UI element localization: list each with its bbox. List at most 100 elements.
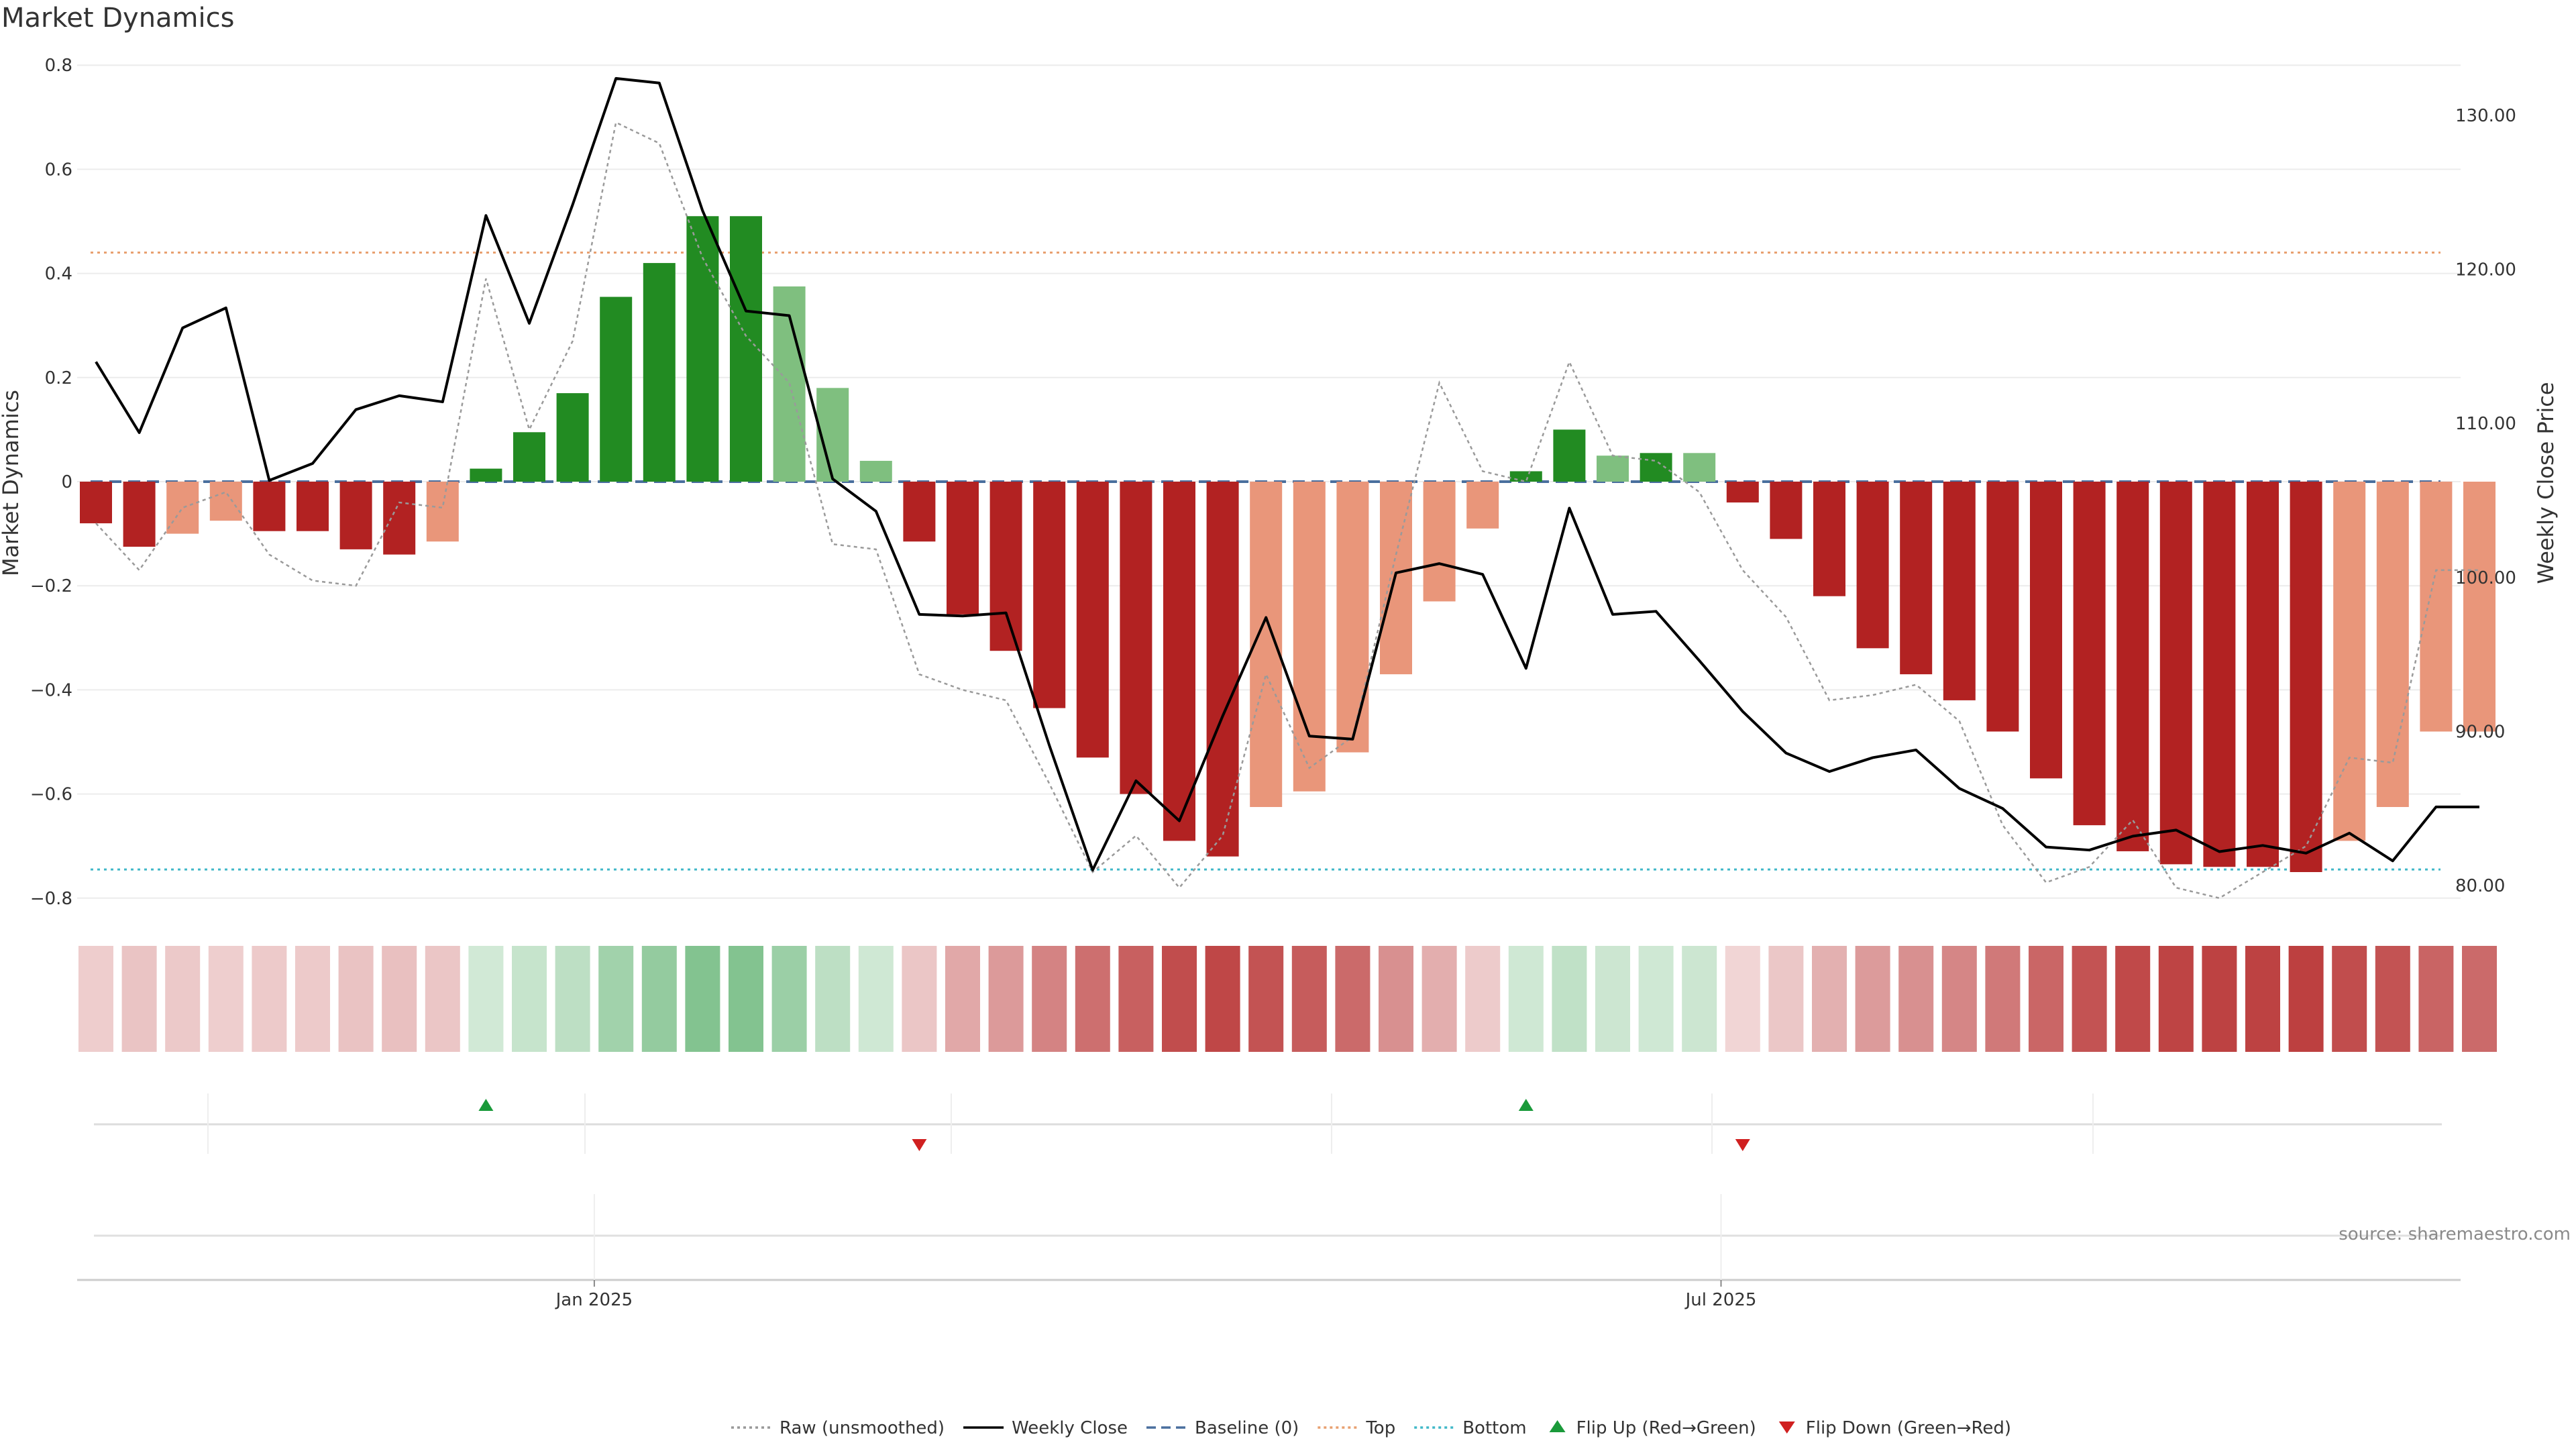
heat-cell bbox=[1941, 946, 1977, 1052]
bar bbox=[643, 263, 676, 482]
heat-cell bbox=[2462, 946, 2497, 1052]
right-y-tick-label: 90.00 bbox=[2455, 722, 2505, 742]
heat-cell bbox=[382, 946, 417, 1052]
heat-cell bbox=[641, 946, 677, 1052]
heat-cell bbox=[1465, 946, 1501, 1052]
bar bbox=[2247, 482, 2279, 867]
legend-label: Bottom bbox=[1462, 1418, 1526, 1438]
bar bbox=[383, 482, 416, 555]
heat-cell bbox=[1508, 946, 1544, 1052]
legend-item: Raw (unsmoothed) bbox=[731, 1418, 945, 1438]
legend-label: Raw (unsmoothed) bbox=[780, 1418, 945, 1438]
flip-up-marker bbox=[1518, 1099, 1534, 1111]
left-y-tick-label: 0 bbox=[61, 472, 72, 492]
heat-cell bbox=[902, 946, 937, 1052]
heat-cell bbox=[1985, 946, 2021, 1052]
heat-cell bbox=[2375, 946, 2410, 1052]
flip-down-marker bbox=[1735, 1139, 1750, 1151]
heat-cell bbox=[425, 946, 460, 1052]
bar bbox=[556, 393, 589, 482]
legend-swatch bbox=[1549, 1420, 1566, 1432]
heat-strip bbox=[78, 946, 2497, 1052]
heat-cell bbox=[1682, 946, 1717, 1052]
right-y-tick-label: 80.00 bbox=[2455, 876, 2505, 896]
left-y-tick-label: −0.4 bbox=[30, 680, 72, 700]
heat-cell bbox=[2029, 946, 2063, 1052]
right-y-tick-label: 130.00 bbox=[2455, 106, 2516, 126]
bar bbox=[166, 482, 199, 534]
bar bbox=[1640, 453, 1672, 482]
heat-cell bbox=[729, 946, 763, 1052]
heat-cell bbox=[1638, 946, 1674, 1052]
heat-cell bbox=[1075, 946, 1110, 1052]
heat-cell bbox=[1162, 946, 1197, 1052]
heat-cell bbox=[771, 946, 807, 1052]
bar bbox=[209, 482, 242, 521]
bar bbox=[1553, 429, 1586, 482]
heat-cell bbox=[685, 946, 720, 1052]
heat-cell bbox=[1552, 946, 1587, 1052]
bar bbox=[1943, 482, 1976, 700]
heat-cell bbox=[2202, 946, 2237, 1052]
left-y-tick-label: 0.6 bbox=[45, 160, 72, 180]
heat-cell bbox=[295, 946, 330, 1052]
flip-up-marker bbox=[478, 1099, 494, 1111]
left-y-tick-label: −0.6 bbox=[30, 785, 72, 805]
bar bbox=[297, 482, 329, 531]
bar bbox=[1120, 482, 1152, 794]
bar bbox=[1856, 482, 1889, 649]
bar bbox=[1813, 482, 1845, 596]
heat-cell bbox=[1335, 946, 1371, 1052]
bar bbox=[1597, 455, 1629, 482]
heat-cell bbox=[858, 946, 894, 1052]
legend-label: Weekly Close bbox=[1012, 1418, 1128, 1438]
left-y-ticks: 0.8 0.6 0.4 0.2 0 −0.2 −0.4 −0.6 −0.8 bbox=[30, 56, 72, 909]
heat-cell bbox=[1855, 946, 1890, 1052]
bar bbox=[1770, 482, 1803, 539]
legend-item: Weekly Close bbox=[963, 1418, 1128, 1438]
heat-cell bbox=[121, 946, 157, 1052]
heat-cell bbox=[1032, 946, 1067, 1052]
left-y-tick-label: 0.4 bbox=[45, 264, 72, 284]
bar bbox=[730, 216, 762, 482]
heat-cell bbox=[1725, 946, 1760, 1052]
bar bbox=[947, 482, 979, 614]
x-tick-label: Jul 2025 bbox=[1684, 1290, 1757, 1310]
bar bbox=[253, 482, 286, 531]
bar bbox=[513, 432, 545, 482]
heat-cell bbox=[1768, 946, 1804, 1052]
bar bbox=[2073, 482, 2106, 826]
legend-label: Baseline (0) bbox=[1195, 1418, 1299, 1438]
right-y-tick-label: 100.00 bbox=[2455, 568, 2516, 588]
heat-cell bbox=[2072, 946, 2107, 1052]
weekly-close-line bbox=[95, 76, 2479, 872]
legend: Raw (unsmoothed) Weekly Close Baseline (0)… bbox=[731, 1418, 2011, 1438]
heat-cell bbox=[2158, 946, 2194, 1052]
bar bbox=[2333, 482, 2366, 841]
heat-cell bbox=[598, 946, 634, 1052]
source-note: source: sharemaestro.com bbox=[2339, 1224, 2571, 1244]
right-y-tick-label: 120.00 bbox=[2455, 260, 2516, 280]
right-y-tick-label: 110.00 bbox=[2455, 414, 2516, 434]
bar bbox=[1466, 482, 1499, 529]
heat-cell bbox=[512, 946, 547, 1052]
bar bbox=[600, 297, 633, 482]
x-tick-label: Jan 2025 bbox=[555, 1290, 633, 1310]
heat-cell bbox=[945, 946, 980, 1052]
bar bbox=[2420, 482, 2453, 732]
raw-series-line bbox=[95, 121, 2479, 900]
chart-title: Market Dynamics bbox=[1, 3, 234, 34]
heat-cell bbox=[988, 946, 1024, 1052]
bar bbox=[1986, 482, 2019, 732]
bar bbox=[2290, 482, 2322, 872]
heat-cell bbox=[2245, 946, 2280, 1052]
bar bbox=[2116, 482, 2149, 851]
legend-label: Top bbox=[1365, 1418, 1395, 1438]
legend-item: Baseline (0) bbox=[1146, 1418, 1299, 1438]
heat-cell bbox=[1421, 946, 1457, 1052]
heat-cell bbox=[1595, 946, 1630, 1052]
legend-swatch bbox=[1778, 1421, 1795, 1434]
bar bbox=[80, 482, 112, 524]
heat-cell bbox=[815, 946, 851, 1052]
